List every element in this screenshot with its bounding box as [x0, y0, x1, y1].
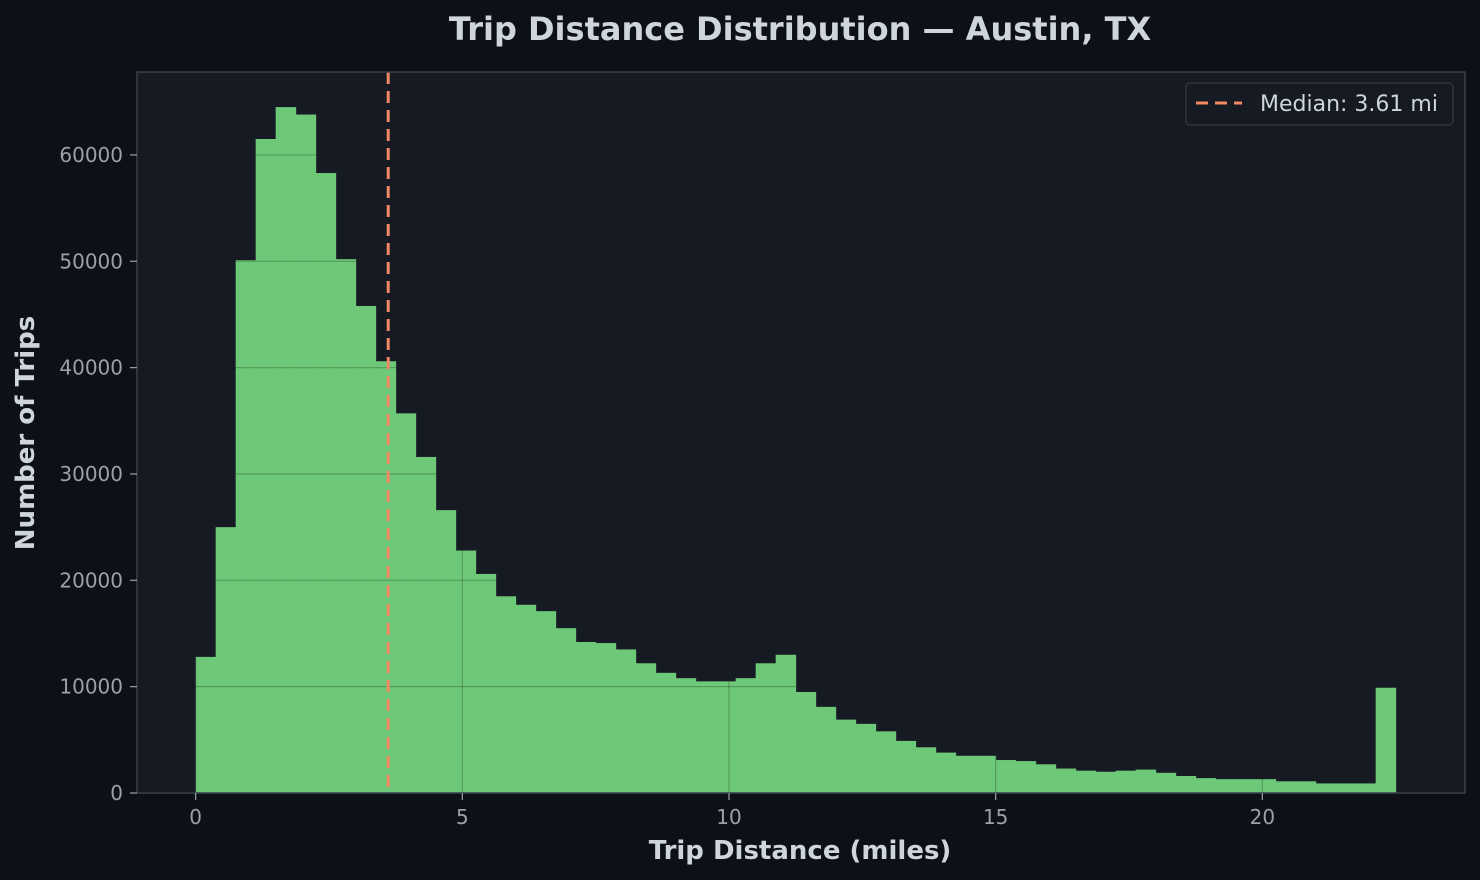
bar-5	[295, 114, 317, 794]
x-tick-label-3: 15	[983, 805, 1008, 829]
bar-9	[375, 361, 397, 793]
bar-28	[755, 663, 777, 793]
bar-53	[1255, 779, 1277, 793]
bar-45	[1095, 771, 1117, 793]
bar-34	[875, 731, 897, 793]
bar-55	[1295, 781, 1317, 793]
x-tick-label-0: 0	[189, 805, 202, 829]
bar-41	[1015, 761, 1037, 793]
y-tick-label-5: 50000	[59, 249, 123, 273]
histogram-bars	[195, 107, 1397, 794]
bar-14	[475, 573, 497, 793]
bar-57	[1335, 783, 1357, 793]
bar-46	[1115, 770, 1137, 793]
bar-15	[495, 596, 517, 793]
bar-37	[935, 752, 957, 793]
legend-median-label: Median: 3.61 mi	[1260, 92, 1438, 117]
bar-32	[835, 719, 857, 793]
bar-58	[1355, 783, 1377, 793]
bar-54	[1275, 781, 1297, 793]
bar-12	[435, 510, 457, 793]
y-tick-label-0: 0	[110, 781, 123, 805]
bar-17	[535, 611, 557, 793]
y-tick-label-3: 30000	[59, 462, 123, 486]
bar-23	[655, 672, 677, 793]
bar-20	[595, 643, 617, 793]
bar-49	[1175, 775, 1197, 793]
bar-27	[735, 678, 757, 793]
bar-13	[455, 550, 477, 793]
bar-33	[855, 723, 877, 793]
bar-35	[895, 740, 917, 793]
bar-4	[275, 107, 297, 794]
bar-24	[675, 678, 697, 793]
bar-36	[915, 747, 937, 793]
bar-21	[615, 649, 637, 793]
bar-26	[715, 681, 737, 793]
bar-0	[195, 656, 217, 793]
x-axis-ticks: 0 5 10 15 20	[189, 793, 1275, 829]
bar-10	[395, 413, 417, 793]
bar-22	[635, 663, 657, 793]
bar-30	[795, 691, 817, 793]
plot-frame	[136, 71, 1466, 794]
bar-50	[1195, 778, 1217, 793]
legend-box	[1185, 82, 1454, 126]
bar-48	[1155, 772, 1177, 793]
x-axis-label: Trip Distance (miles)	[649, 836, 952, 866]
bar-42	[1035, 764, 1057, 793]
x-tick-label-1: 5	[456, 805, 469, 829]
bar-40	[995, 760, 1017, 793]
y-tick-label-2: 20000	[59, 568, 123, 592]
y-tick-label-1: 10000	[59, 675, 123, 699]
bar-43	[1055, 768, 1077, 793]
bar-39	[975, 755, 997, 793]
bar-3	[255, 138, 277, 793]
y-axis-label: Number of Trips	[11, 316, 41, 550]
bar-51	[1215, 779, 1237, 793]
legend: Median: 3.61 mi	[1185, 82, 1454, 126]
x-tick-label-4: 20	[1250, 805, 1275, 829]
bar-16	[515, 604, 537, 793]
bar-1	[215, 527, 237, 793]
bar-11	[415, 456, 437, 793]
bar-38	[955, 755, 977, 793]
y-axis-ticks: 0 10000 20000 30000 40000 50000 60000	[59, 143, 137, 805]
x-tick-label-2: 10	[716, 805, 741, 829]
y-tick-label-6: 60000	[59, 143, 123, 167]
bar-19	[575, 641, 597, 793]
chart-title: Trip Distance Distribution — Austin, TX	[449, 10, 1152, 48]
bar-31	[815, 706, 837, 793]
bar-52	[1235, 779, 1257, 793]
bar-59	[1375, 687, 1397, 793]
bar-25	[695, 681, 717, 793]
bar-18	[555, 628, 577, 793]
bar-7	[335, 259, 357, 793]
bar-8	[355, 305, 377, 793]
bar-6	[315, 173, 337, 793]
bar-47	[1135, 769, 1157, 793]
bar-56	[1315, 783, 1337, 793]
bar-2	[235, 260, 257, 793]
y-tick-label-4: 40000	[59, 356, 123, 380]
bar-29	[775, 654, 797, 793]
bar-44	[1075, 770, 1097, 793]
